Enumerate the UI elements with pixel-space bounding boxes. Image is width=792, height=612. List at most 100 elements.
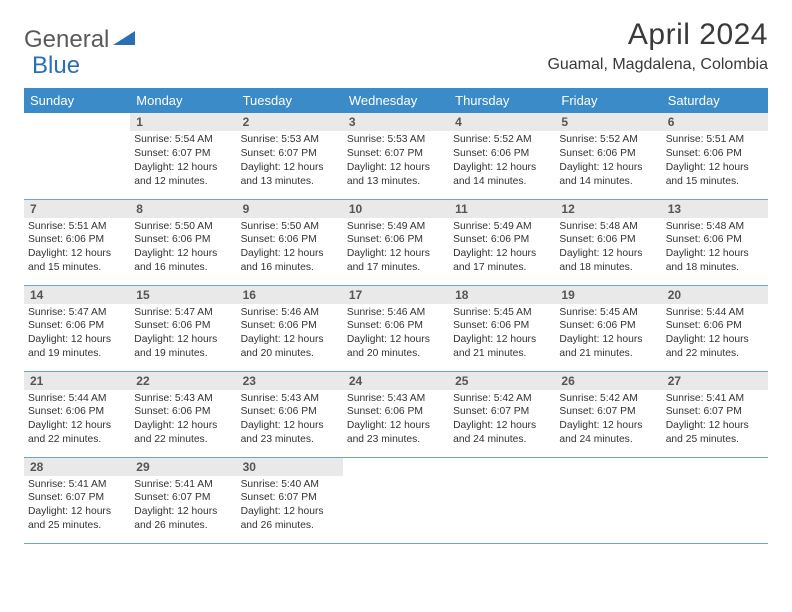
calendar-day-cell: [662, 457, 768, 543]
day-details: Sunrise: 5:48 AMSunset: 6:06 PMDaylight:…: [662, 218, 768, 280]
location-text: Guamal, Magdalena, Colombia: [547, 56, 768, 74]
sunrise-text: Sunrise: 5:42 AM: [559, 392, 657, 406]
calendar-day-cell: 17Sunrise: 5:46 AMSunset: 6:06 PMDayligh…: [343, 285, 449, 371]
logo-text-general: General: [24, 26, 109, 54]
day-number: 12: [555, 200, 661, 218]
daylight-text: Daylight: 12 hours and 22 minutes.: [28, 419, 126, 447]
sunset-text: Sunset: 6:06 PM: [134, 319, 232, 333]
day-number: [24, 113, 130, 131]
day-details: Sunrise: 5:45 AMSunset: 6:06 PMDaylight:…: [449, 304, 555, 366]
sunset-text: Sunset: 6:06 PM: [241, 319, 339, 333]
calendar-day-cell: 22Sunrise: 5:43 AMSunset: 6:06 PMDayligh…: [130, 371, 236, 457]
day-number: 15: [130, 286, 236, 304]
calendar-day-cell: [343, 457, 449, 543]
sunset-text: Sunset: 6:06 PM: [666, 233, 764, 247]
day-number: 29: [130, 458, 236, 476]
day-number: 19: [555, 286, 661, 304]
calendar-day-cell: 18Sunrise: 5:45 AMSunset: 6:06 PMDayligh…: [449, 285, 555, 371]
day-number: 23: [237, 372, 343, 390]
day-details: Sunrise: 5:49 AMSunset: 6:06 PMDaylight:…: [449, 218, 555, 280]
day-details: Sunrise: 5:40 AMSunset: 6:07 PMDaylight:…: [237, 476, 343, 538]
daylight-text: Daylight: 12 hours and 16 minutes.: [134, 247, 232, 275]
sunset-text: Sunset: 6:07 PM: [559, 405, 657, 419]
day-details: Sunrise: 5:43 AMSunset: 6:06 PMDaylight:…: [130, 390, 236, 452]
sunset-text: Sunset: 6:07 PM: [134, 147, 232, 161]
daylight-text: Daylight: 12 hours and 15 minutes.: [28, 247, 126, 275]
sunrise-text: Sunrise: 5:47 AM: [28, 306, 126, 320]
daylight-text: Daylight: 12 hours and 24 minutes.: [559, 419, 657, 447]
day-details: Sunrise: 5:45 AMSunset: 6:06 PMDaylight:…: [555, 304, 661, 366]
calendar-day-cell: 3Sunrise: 5:53 AMSunset: 6:07 PMDaylight…: [343, 113, 449, 199]
day-number: 11: [449, 200, 555, 218]
calendar-day-cell: 16Sunrise: 5:46 AMSunset: 6:06 PMDayligh…: [237, 285, 343, 371]
day-number: 2: [237, 113, 343, 131]
calendar-day-cell: 26 Sunrise: 5:42 AMSunset: 6:07 PMDayligh…: [555, 371, 661, 457]
day-details: Sunrise: 5:42 AMSunset: 6:07 PMDaylight:…: [449, 390, 555, 452]
calendar-day-cell: 24Sunrise: 5:43 AMSunset: 6:06 PMDayligh…: [343, 371, 449, 457]
day-details: Sunrise: 5:46 AMSunset: 6:06 PMDaylight:…: [343, 304, 449, 366]
calendar-day-cell: 9Sunrise: 5:50 AMSunset: 6:06 PMDaylight…: [237, 199, 343, 285]
calendar-day-cell: [449, 457, 555, 543]
calendar-day-cell: 28Sunrise: 5:41 AMSunset: 6:07 PMDayligh…: [24, 457, 130, 543]
day-number: [555, 458, 661, 476]
sunrise-text: Sunrise: 5:51 AM: [28, 220, 126, 234]
daylight-text: Daylight: 12 hours and 21 minutes.: [453, 333, 551, 361]
calendar-day-cell: 21Sunrise: 5:44 AMSunset: 6:06 PMDayligh…: [24, 371, 130, 457]
day-number: 18: [449, 286, 555, 304]
daylight-text: Daylight: 12 hours and 17 minutes.: [347, 247, 445, 275]
day-number: 6: [662, 113, 768, 131]
day-number: 7: [24, 200, 130, 218]
daylight-text: Daylight: 12 hours and 19 minutes.: [134, 333, 232, 361]
sunrise-text: Sunrise: 5:52 AM: [559, 133, 657, 147]
sunset-text: Sunset: 6:07 PM: [241, 147, 339, 161]
day-number: 10: [343, 200, 449, 218]
day-number: [449, 458, 555, 476]
day-details: Sunrise: 5:53 AMSunset: 6:07 PMDaylight:…: [237, 131, 343, 193]
day-number: 26: [555, 372, 661, 390]
sunset-text: Sunset: 6:07 PM: [347, 147, 445, 161]
sunset-text: Sunset: 6:07 PM: [666, 405, 764, 419]
sunrise-text: Sunrise: 5:46 AM: [241, 306, 339, 320]
calendar-day-cell: 8Sunrise: 5:50 AMSunset: 6:06 PMDaylight…: [130, 199, 236, 285]
weekday-header: Friday: [555, 88, 661, 113]
sunset-text: Sunset: 6:06 PM: [666, 147, 764, 161]
calendar-day-cell: [555, 457, 661, 543]
day-details: Sunrise: 5:46 AMSunset: 6:06 PMDaylight:…: [237, 304, 343, 366]
calendar-day-cell: 7Sunrise: 5:51 AMSunset: 6:06 PMDaylight…: [24, 199, 130, 285]
day-details: Sunrise: 5:44 AMSunset: 6:06 PMDaylight:…: [24, 390, 130, 452]
day-details: Sunrise: 5:50 AMSunset: 6:06 PMDaylight:…: [130, 218, 236, 280]
calendar-day-cell: 27Sunrise: 5:41 AMSunset: 6:07 PMDayligh…: [662, 371, 768, 457]
sunrise-text: Sunrise: 5:50 AM: [134, 220, 232, 234]
calendar-week-row: 28Sunrise: 5:41 AMSunset: 6:07 PMDayligh…: [24, 457, 768, 543]
sunset-text: Sunset: 6:06 PM: [134, 233, 232, 247]
calendar-day-cell: 13Sunrise: 5:48 AMSunset: 6:06 PMDayligh…: [662, 199, 768, 285]
sunset-text: Sunset: 6:06 PM: [559, 233, 657, 247]
daylight-text: Daylight: 12 hours and 15 minutes.: [666, 161, 764, 189]
daylight-text: Daylight: 12 hours and 22 minutes.: [666, 333, 764, 361]
day-details: Sunrise: 5:51 AMSunset: 6:06 PMDaylight:…: [662, 131, 768, 193]
day-number: 13: [662, 200, 768, 218]
day-number: [662, 458, 768, 476]
daylight-text: Daylight: 12 hours and 13 minutes.: [347, 161, 445, 189]
sunrise-text: Sunrise: 5:54 AM: [134, 133, 232, 147]
calendar-day-cell: 23Sunrise: 5:43 AMSunset: 6:06 PMDayligh…: [237, 371, 343, 457]
day-details: Sunrise: 5:41 AMSunset: 6:07 PMDaylight:…: [130, 476, 236, 538]
sunset-text: Sunset: 6:07 PM: [134, 491, 232, 505]
sunrise-text: Sunrise: 5:50 AM: [241, 220, 339, 234]
calendar-day-cell: 20Sunrise: 5:44 AMSunset: 6:06 PMDayligh…: [662, 285, 768, 371]
daylight-text: Daylight: 12 hours and 16 minutes.: [241, 247, 339, 275]
daylight-text: Daylight: 12 hours and 25 minutes.: [666, 419, 764, 447]
daylight-text: Daylight: 12 hours and 25 minutes.: [28, 505, 126, 533]
sunrise-text: Sunrise: 5:48 AM: [666, 220, 764, 234]
sunrise-text: Sunrise: 5:49 AM: [453, 220, 551, 234]
day-number: 17: [343, 286, 449, 304]
day-number: 27: [662, 372, 768, 390]
calendar-day-cell: 4Sunrise: 5:52 AMSunset: 6:06 PMDaylight…: [449, 113, 555, 199]
calendar-day-cell: 19Sunrise: 5:45 AMSunset: 6:06 PMDayligh…: [555, 285, 661, 371]
sunrise-text: Sunrise: 5:53 AM: [347, 133, 445, 147]
sunrise-text: Sunrise: 5:43 AM: [347, 392, 445, 406]
day-details: Sunrise: 5:53 AMSunset: 6:07 PMDaylight:…: [343, 131, 449, 193]
logo: General: [24, 18, 137, 54]
daylight-text: Daylight: 12 hours and 26 minutes.: [134, 505, 232, 533]
daylight-text: Daylight: 12 hours and 22 minutes.: [134, 419, 232, 447]
